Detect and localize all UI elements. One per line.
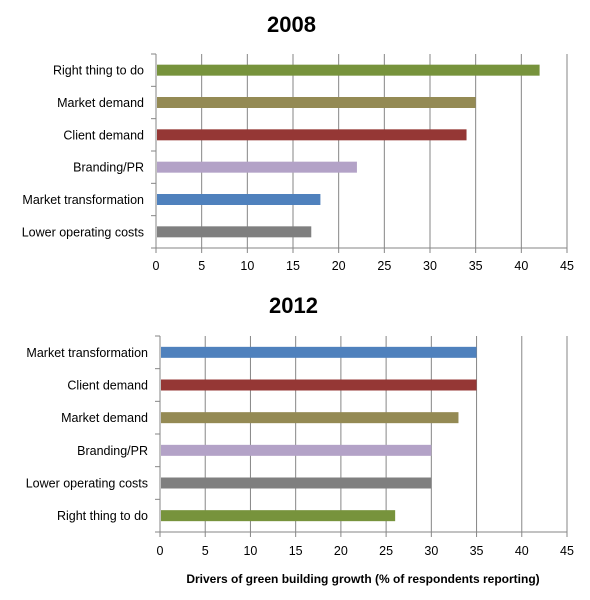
x-tick-label: 25: [377, 259, 391, 273]
bar: [161, 444, 432, 456]
bar: [157, 97, 476, 108]
category-label: Market transformation: [22, 193, 144, 207]
chart-title: 2012: [269, 293, 318, 318]
x-tick-label: 15: [289, 544, 303, 558]
x-tick-label: 30: [424, 544, 438, 558]
category-label: Client demand: [63, 128, 144, 142]
bar: [161, 477, 432, 489]
category-label: Market demand: [61, 411, 148, 425]
category-label: Lower operating costs: [22, 225, 144, 239]
bar: [161, 379, 477, 391]
bar: [157, 194, 321, 205]
x-tick-label: 20: [332, 259, 346, 273]
x-axis-label: Drivers of green building growth (% of r…: [186, 572, 539, 586]
bar: [161, 346, 477, 358]
x-tick-label: 10: [240, 259, 254, 273]
bar: [157, 161, 357, 173]
x-tick-label: 0: [157, 544, 164, 558]
bar: [161, 510, 396, 522]
x-tick-label: 35: [469, 259, 483, 273]
x-tick-label: 0: [153, 259, 160, 273]
x-tick-label: 25: [379, 544, 393, 558]
x-tick-label: 40: [515, 544, 529, 558]
x-tick-label: 40: [514, 259, 528, 273]
x-tick-label: 10: [243, 544, 257, 558]
x-tick-label: 5: [202, 544, 209, 558]
bar: [161, 412, 459, 424]
category-label: Branding/PR: [77, 444, 148, 458]
category-label: Right thing to do: [53, 64, 144, 78]
category-label: Client demand: [67, 379, 148, 393]
x-tick-label: 5: [198, 259, 205, 273]
x-tick-label: 35: [470, 544, 484, 558]
bar: [157, 226, 312, 238]
category-label: Lower operating costs: [26, 477, 148, 491]
category-label: Market demand: [57, 96, 144, 110]
bar: [157, 129, 467, 141]
bar: [157, 64, 540, 76]
x-tick-label: 45: [560, 544, 574, 558]
x-tick-label: 30: [423, 259, 437, 273]
x-tick-label: 20: [334, 544, 348, 558]
x-tick-label: 15: [286, 259, 300, 273]
category-label: Market transformation: [26, 346, 148, 360]
chart-2012: 2012 0 5 10 15 20 25 30 35 40 45 Market transformat…: [26, 293, 574, 586]
category-label: Branding/PR: [73, 161, 144, 175]
category-label: Right thing to do: [57, 509, 148, 523]
chart-title: 2008: [267, 12, 316, 37]
x-tick-label: 45: [560, 259, 574, 273]
chart-2008: 2008 0 5 10 15 20 25 30 35 40 45 Right thing to do M…: [22, 12, 574, 273]
